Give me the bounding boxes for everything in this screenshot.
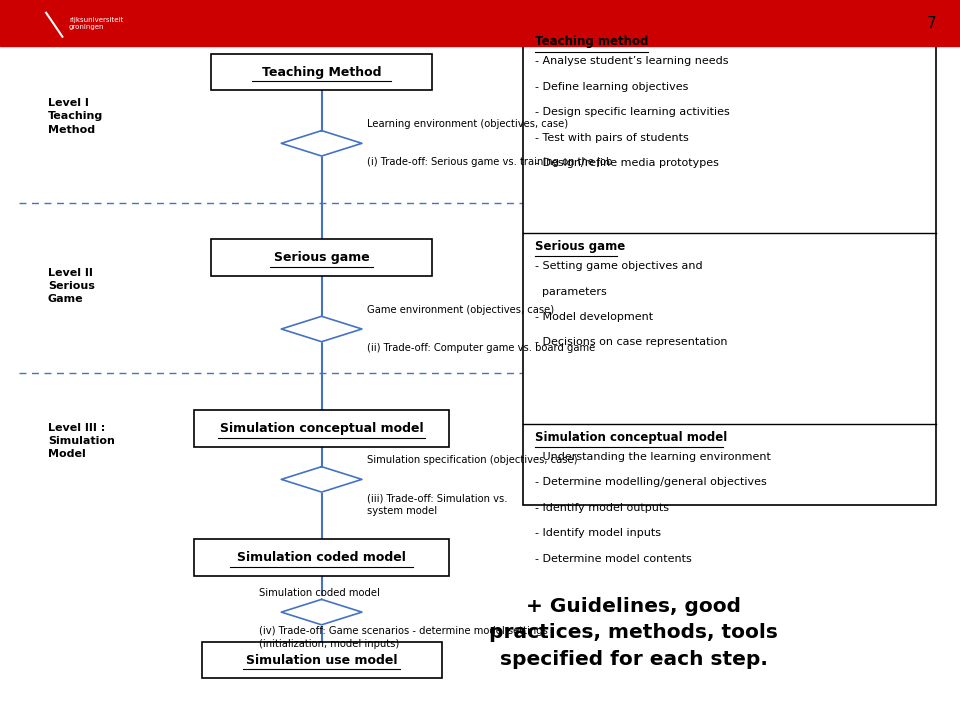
Text: - Define learning objectives: - Define learning objectives (535, 82, 688, 92)
Text: - Understanding the learning environment: - Understanding the learning environment (535, 452, 771, 462)
Text: Game environment (objectives, case): Game environment (objectives, case) (367, 305, 554, 315)
Text: Serious game: Serious game (274, 251, 370, 264)
Text: Simulation use model: Simulation use model (246, 654, 397, 666)
Text: Level I
Teaching
Method: Level I Teaching Method (48, 98, 104, 135)
Text: 7: 7 (926, 16, 936, 31)
Text: - Design/refine media prototypes: - Design/refine media prototypes (535, 158, 719, 168)
Text: (iv) Trade-off: Game scenarios - determine model settings
(initialization, model: (iv) Trade-off: Game scenarios - determi… (259, 626, 548, 649)
Text: - Identify model inputs: - Identify model inputs (535, 528, 660, 538)
Text: - Analyse student’s learning needs: - Analyse student’s learning needs (535, 56, 729, 66)
Text: - Model development: - Model development (535, 312, 653, 322)
Text: Teaching method: Teaching method (535, 35, 648, 48)
Text: + Guidelines, good
practices, methods, tools
specified for each step.: + Guidelines, good practices, methods, t… (490, 597, 778, 669)
Text: Teaching Method: Teaching Method (262, 66, 381, 78)
FancyBboxPatch shape (194, 410, 449, 447)
Polygon shape (281, 131, 362, 156)
Polygon shape (281, 599, 362, 625)
Text: (i) Trade-off: Serious game vs. training on the job: (i) Trade-off: Serious game vs. training… (367, 157, 612, 167)
Text: Level II
Serious
Game: Level II Serious Game (48, 268, 95, 304)
Text: Simulation coded model: Simulation coded model (259, 588, 380, 598)
Text: Simulation coded model: Simulation coded model (237, 551, 406, 564)
FancyBboxPatch shape (202, 642, 442, 678)
Bar (0, 0, 960, 46)
Text: (iii) Trade-off: Simulation vs.
system model: (iii) Trade-off: Simulation vs. system m… (367, 493, 507, 516)
Text: rijksuniversiteit
groningen: rijksuniversiteit groningen (69, 16, 124, 30)
Text: - Determine modelling/general objectives: - Determine modelling/general objectives (535, 477, 766, 487)
Text: - Design specific learning activities: - Design specific learning activities (535, 107, 730, 117)
Text: - Setting game objectives and: - Setting game objectives and (535, 261, 703, 271)
FancyBboxPatch shape (523, 18, 936, 505)
Text: - Determine model contents: - Determine model contents (535, 554, 691, 563)
Text: - Identify model outputs: - Identify model outputs (535, 503, 669, 513)
Text: Simulation conceptual model: Simulation conceptual model (535, 431, 727, 443)
Text: - Test with pairs of students: - Test with pairs of students (535, 133, 688, 143)
FancyBboxPatch shape (211, 54, 432, 90)
Text: Learning environment (objectives, case): Learning environment (objectives, case) (367, 119, 568, 129)
FancyBboxPatch shape (194, 539, 449, 576)
Text: Level III :
Simulation
Model: Level III : Simulation Model (48, 423, 115, 460)
Text: (ii) Trade-off: Computer game vs. board game: (ii) Trade-off: Computer game vs. board … (367, 343, 595, 353)
Text: Simulation conceptual model: Simulation conceptual model (220, 422, 423, 435)
Text: - Decisions on case representation: - Decisions on case representation (535, 337, 728, 347)
Polygon shape (281, 316, 362, 342)
Text: parameters: parameters (535, 287, 607, 297)
Text: Serious game: Serious game (535, 240, 625, 253)
Polygon shape (281, 467, 362, 492)
Text: Simulation specification (objectives, case): Simulation specification (objectives, ca… (367, 455, 577, 465)
FancyBboxPatch shape (211, 239, 432, 276)
